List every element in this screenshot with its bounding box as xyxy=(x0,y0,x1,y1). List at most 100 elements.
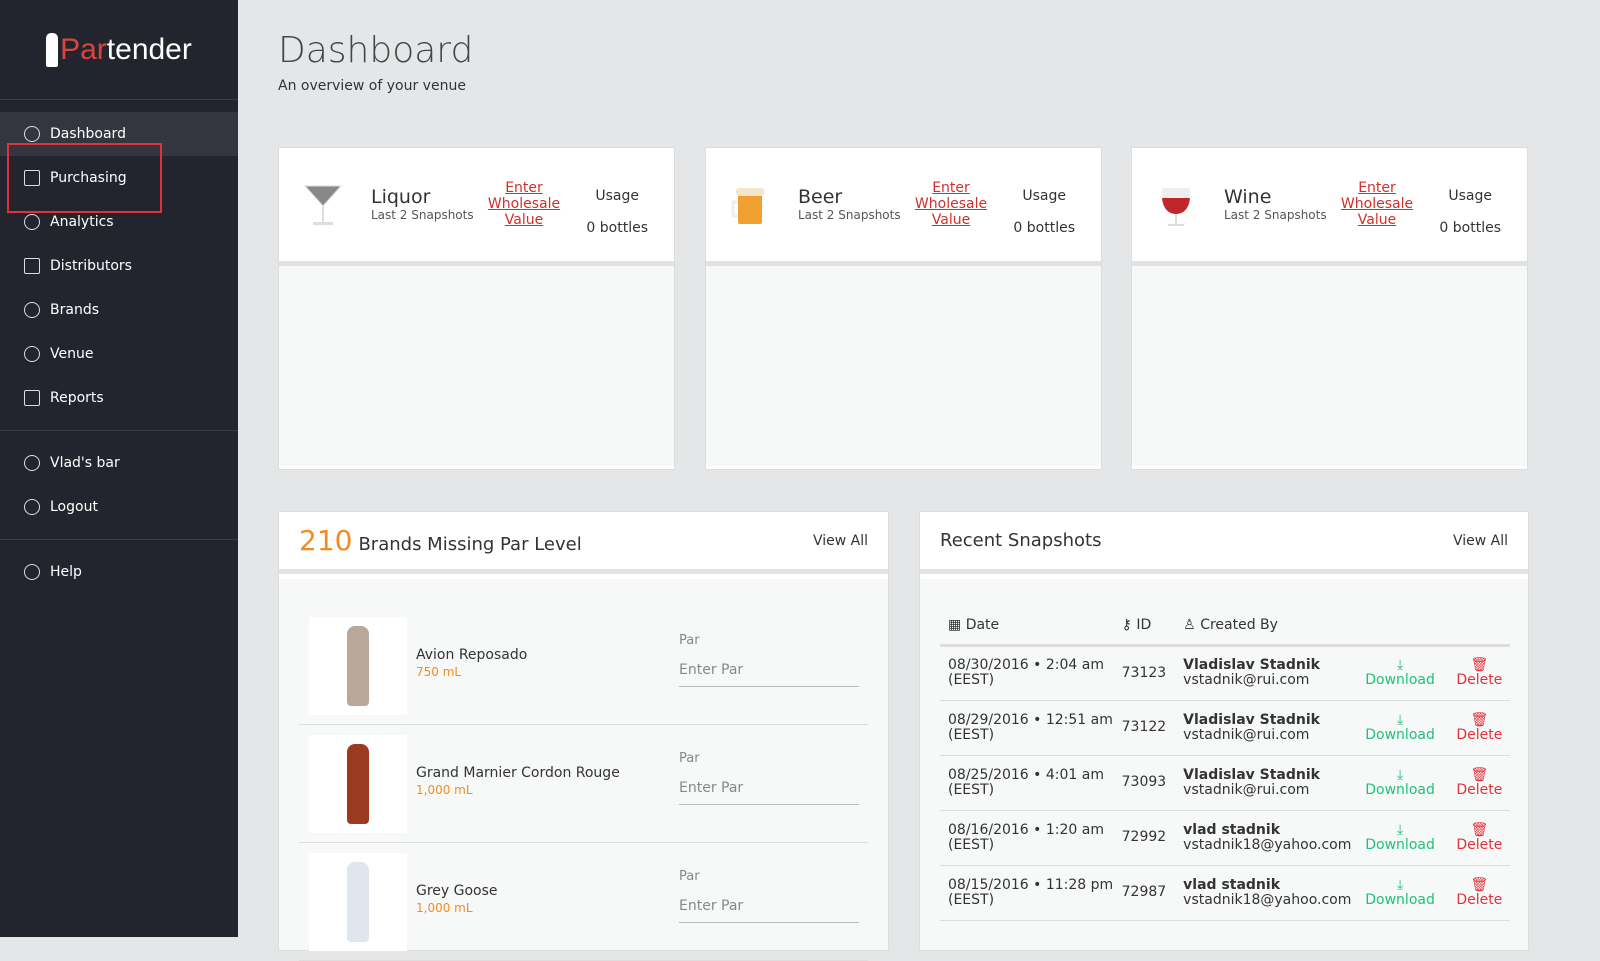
snapshot-id: 72992 xyxy=(1113,810,1176,866)
category-card-liquor: 606008/28/16Purchases08/29/16bottles Liq… xyxy=(278,147,675,470)
sidebar-item-reports[interactable]: Reports xyxy=(0,376,238,420)
sidebar-item-logout[interactable]: Logout xyxy=(0,485,238,529)
missing-count: 210 xyxy=(299,524,353,557)
delete-label: Delete xyxy=(1456,836,1503,853)
brand-list-item: Avion Reposado 750 mL Par Enter Par xyxy=(299,607,868,725)
credit-card-icon xyxy=(24,170,40,186)
sidebar-item-purchasing[interactable]: Purchasing xyxy=(0,156,238,200)
trash-icon: 🗑 xyxy=(1470,821,1489,838)
view-all-snapshots-link[interactable]: View All xyxy=(1452,532,1508,549)
trash-icon: 🗑 xyxy=(1470,876,1489,893)
download-icon: ⤓ xyxy=(1396,821,1404,838)
snapshot-row: 08/25/2016 • 4:01 am (EEST) 73093 Vladisl… xyxy=(940,755,1510,811)
creator-email: vstadnik18@yahoo.com xyxy=(1183,891,1352,908)
recent-snapshots-panel: Recent Snapshots View All ▦ Date ⚷ ID ♙ … xyxy=(919,511,1529,951)
view-all-missing-link[interactable]: View All xyxy=(812,532,868,549)
category-subtitle: Last 2 Snapshots xyxy=(371,208,474,222)
column-date: ▦ Date xyxy=(940,607,1114,647)
sidebar-item-analytics[interactable]: Analytics xyxy=(0,200,238,244)
sidebar-item-label: Purchasing xyxy=(50,170,127,186)
download-button[interactable]: ⤓ Download xyxy=(1351,865,1441,921)
sidebar-item-brands[interactable]: Brands xyxy=(0,288,238,332)
category-subtitle: Last 2 Snapshots xyxy=(1224,208,1327,222)
sidebar-item-label: Analytics xyxy=(50,214,114,230)
partender-logo[interactable]: Par tender xyxy=(0,0,238,100)
creator-email: vstadnik18@yahoo.com xyxy=(1183,836,1352,853)
par-input[interactable]: Enter Par xyxy=(679,889,859,923)
snapshots-table: ▦ Date ⚷ ID ♙ Created By 08/30/2016 • 2:… xyxy=(940,607,1510,921)
category-card-beer: 12k008/28/16Purchases08/29/16bottles Bee… xyxy=(705,147,1102,470)
usage-value: 0 bottles xyxy=(1439,220,1501,236)
snapshot-id: 72987 xyxy=(1113,865,1176,921)
snapshot-date: 08/25/2016 • 4:01 am xyxy=(948,766,1104,783)
snapshot-date: 08/29/2016 • 12:51 am xyxy=(948,711,1113,728)
sidebar-item-venue[interactable]: Venue xyxy=(0,332,238,376)
delete-button[interactable]: 🗑 Delete xyxy=(1440,810,1510,866)
usage-chart xyxy=(706,266,1101,466)
missing-par-panel: 210 Brands Missing Par Level View All Avi… xyxy=(278,511,889,961)
document-icon xyxy=(24,390,40,406)
brand-list-item: Grey Goose 1,000 mL Par Enter Par xyxy=(299,843,868,961)
bottle-logo-icon xyxy=(46,32,59,67)
sidebar-item-label: Distributors xyxy=(50,258,132,274)
home-icon xyxy=(24,346,40,362)
category-subtitle: Last 2 Snapshots xyxy=(798,208,901,222)
brand-bottle-image xyxy=(309,617,407,715)
sidebar-item-dashboard[interactable]: Dashboard xyxy=(0,112,238,156)
brand-size: 1,000 mL xyxy=(416,783,473,797)
download-button[interactable]: ⤓ Download xyxy=(1351,810,1441,866)
delete-label: Delete xyxy=(1456,781,1503,798)
snapshot-id: 73093 xyxy=(1113,755,1176,811)
snapshot-date: 08/15/2016 • 11:28 pm xyxy=(948,876,1114,893)
martini-glass-icon: 606008/28/16Purchases08/29/16bottles xyxy=(303,184,657,374)
usage-chart xyxy=(279,266,674,466)
enter-wholesale-value-link[interactable]: Enter Wholesale Value xyxy=(914,180,988,228)
download-button[interactable]: ⤓ Download xyxy=(1351,645,1441,701)
enter-wholesale-value-link[interactable]: Enter Wholesale Value xyxy=(487,180,561,228)
delete-button[interactable]: 🗑 Delete xyxy=(1440,645,1510,701)
brand-size: 750 mL xyxy=(416,665,462,679)
delete-button[interactable]: 🗑 Delete xyxy=(1440,865,1510,921)
download-button[interactable]: ⤓ Download xyxy=(1351,755,1441,811)
sidebar-item-help[interactable]: Help xyxy=(0,550,238,594)
column-created-label: Created By xyxy=(1200,617,1278,634)
logout-icon xyxy=(24,499,40,515)
creator-email: vstadnik@rui.com xyxy=(1183,672,1310,688)
logo-text-tender: tender xyxy=(106,32,192,66)
category-title: Liquor xyxy=(371,186,431,208)
column-id: ⚷ ID xyxy=(1113,607,1176,647)
highlight-box xyxy=(7,143,162,213)
par-label: Par xyxy=(679,869,700,884)
snapshots-title: Recent Snapshots xyxy=(940,530,1102,551)
sidebar-item-label: Vlad's bar xyxy=(50,455,120,471)
sidebar-item-label: Dashboard xyxy=(50,126,126,142)
par-input[interactable]: Enter Par xyxy=(679,771,859,805)
trash-icon: 🗑 xyxy=(1470,657,1489,673)
usage-value: 0 bottles xyxy=(1013,220,1075,236)
gauge-icon xyxy=(24,126,40,142)
sidebar-item-vlad-s-bar[interactable]: Vlad's bar xyxy=(0,441,238,485)
column-id-label: ID xyxy=(1136,617,1152,634)
download-icon: ⤓ xyxy=(1396,711,1404,728)
delete-label: Delete xyxy=(1456,891,1503,908)
par-input[interactable]: Enter Par xyxy=(679,653,859,687)
usage-label: Usage xyxy=(1022,188,1067,204)
download-icon: ⤓ xyxy=(1396,876,1404,893)
delete-button[interactable]: 🗑 Delete xyxy=(1440,700,1510,756)
brand-list-item: Grand Marnier Cordon Rouge 1,000 mL Par … xyxy=(299,725,868,843)
download-label: Download xyxy=(1365,836,1435,853)
trash-icon: 🗑 xyxy=(1470,711,1489,728)
download-icon: ⤓ xyxy=(1396,657,1404,673)
download-button[interactable]: ⤓ Download xyxy=(1351,700,1441,756)
sidebar-item-distributors[interactable]: Distributors xyxy=(0,244,238,288)
snapshot-date: 08/30/2016 • 2:04 am xyxy=(948,657,1104,673)
usage-chart xyxy=(1132,266,1527,466)
box-icon xyxy=(24,258,40,274)
delete-button[interactable]: 🗑 Delete xyxy=(1440,755,1510,811)
snapshot-row: 08/30/2016 • 2:04 am (EEST) 73123 Vladisl… xyxy=(940,645,1510,701)
enter-wholesale-value-link[interactable]: Enter Wholesale Value xyxy=(1340,180,1414,228)
creator-email: vstadnik@rui.com xyxy=(1183,781,1310,798)
creator-email: vstadnik@rui.com xyxy=(1183,726,1310,743)
creator-name: Vladislav Stadnik xyxy=(1183,657,1320,673)
par-input-placeholder: Enter Par xyxy=(679,898,744,914)
